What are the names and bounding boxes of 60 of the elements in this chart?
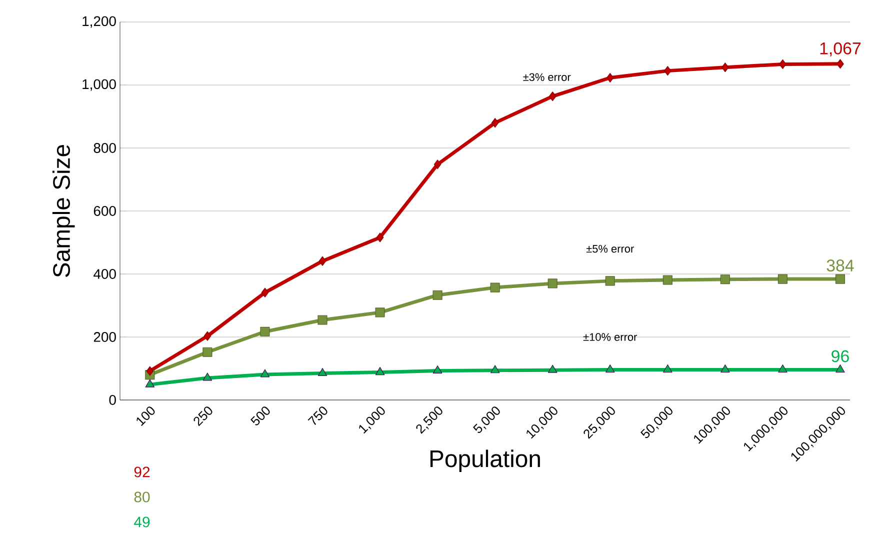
point [434, 160, 442, 170]
text: ±5% error [586, 244, 634, 253]
point [778, 364, 788, 373]
text: 49 [134, 516, 150, 528]
y-tick-label: 600 [94, 206, 116, 216]
x-tick-label: 100 [136, 406, 155, 426]
point [261, 288, 269, 298]
text: 80 [134, 492, 150, 502]
point [548, 364, 558, 373]
y-tick-label: 400 [94, 269, 116, 279]
y-tick-label: 1,200 [82, 16, 116, 28]
point [606, 364, 615, 373]
point [146, 366, 154, 376]
point [663, 364, 672, 373]
point [548, 278, 558, 288]
point [836, 59, 844, 69]
y-tick-label: 800 [94, 143, 116, 153]
point [145, 379, 155, 388]
point [720, 274, 730, 284]
point [375, 308, 385, 318]
point [548, 92, 556, 102]
text: ±10% error [583, 333, 637, 341]
point [204, 331, 212, 341]
y-axis-title: Sample Size [52, 144, 75, 278]
point [432, 365, 442, 374]
text: 92 [134, 466, 150, 478]
point [260, 369, 270, 378]
data-label: 96 [832, 350, 849, 362]
point [490, 365, 500, 374]
y-tick-label: 200 [94, 332, 116, 342]
point [318, 315, 328, 325]
point [722, 62, 729, 72]
point [606, 72, 614, 83]
point [664, 66, 672, 76]
point [662, 275, 672, 285]
point [260, 326, 270, 336]
point [490, 282, 500, 292]
point [202, 372, 212, 381]
point [375, 366, 385, 376]
series-label: ±3% error [523, 73, 571, 81]
x-axis-title: Population [430, 450, 540, 472]
point [318, 256, 326, 266]
point [835, 274, 846, 284]
point [318, 368, 328, 376]
x-tick-label: 250 [194, 406, 212, 426]
point [778, 274, 788, 284]
point [202, 347, 212, 357]
x-tick-label: 750 [308, 406, 328, 426]
point [376, 232, 384, 242]
x-tick-label: 500 [250, 406, 270, 426]
data-label: 384 [826, 260, 854, 272]
y-tick-label: 1,000 [82, 79, 116, 91]
point [432, 290, 442, 300]
point [836, 364, 845, 373]
point [491, 118, 499, 128]
point [779, 59, 786, 69]
data-label: 1,067 [820, 42, 861, 56]
point [720, 364, 730, 373]
y-tick-label: 0 [109, 395, 116, 405]
point [605, 276, 615, 286]
